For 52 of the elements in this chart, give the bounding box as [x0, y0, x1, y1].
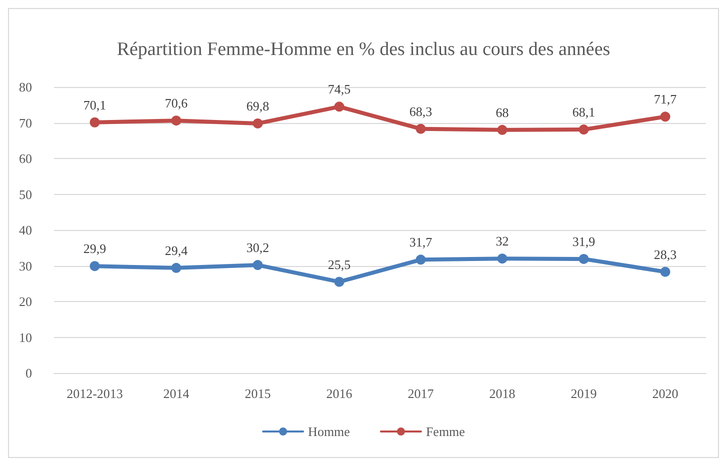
- point: [90, 117, 100, 128]
- data-label: 69,8: [246, 98, 270, 114]
- data-label: 28,3: [654, 246, 677, 262]
- data-label: 29,9: [83, 241, 106, 256]
- point: [578, 254, 589, 264]
- x-tick-label: 2016: [326, 386, 353, 401]
- data-label: 25,5: [328, 256, 351, 272]
- y-tick-label: 30: [19, 258, 32, 274]
- point: [334, 102, 344, 112]
- point: [252, 118, 263, 128]
- data-label: 70,6: [164, 96, 188, 111]
- y-tick-label: 10: [19, 330, 32, 345]
- data-label: 70,1: [83, 97, 106, 112]
- chart-title: Répartition Femme-Homme en % des inclus au cours des années: [116, 39, 610, 60]
- y-tick-label: 60: [19, 151, 32, 166]
- data-label: 74,5: [328, 82, 351, 97]
- legend-label: Femme: [426, 424, 466, 439]
- point: [660, 112, 670, 122]
- y-tick-label: 40: [19, 222, 32, 238]
- y-tick-label: 80: [19, 80, 32, 94]
- data-label: 31,9: [572, 234, 596, 249]
- x-tick-label: 2020: [652, 386, 678, 401]
- data-label: 32: [496, 234, 509, 249]
- data-label: 29,4: [164, 242, 188, 258]
- point: [416, 124, 426, 134]
- data-label: 68,1: [572, 104, 596, 120]
- point: [497, 254, 508, 264]
- point: [171, 262, 182, 273]
- point: [171, 116, 182, 126]
- y-tick-label: 0: [26, 366, 32, 380]
- y-tick-label: 50: [19, 186, 32, 202]
- data-label: 68,3: [409, 104, 432, 119]
- x-tick-label: 2012-2013: [66, 386, 123, 401]
- data-label: 71,7: [654, 92, 678, 107]
- data-label: 31,7: [409, 234, 433, 250]
- legend-label: Homme: [308, 424, 350, 439]
- point: [660, 266, 670, 277]
- data-label: 68: [496, 104, 509, 120]
- point: [497, 124, 508, 135]
- data-label: 30,2: [246, 240, 270, 256]
- x-tick-label: 2014: [163, 386, 190, 401]
- y-tick-label: 20: [19, 294, 32, 309]
- y-tick-label: 70: [19, 115, 32, 130]
- point: [578, 124, 589, 135]
- x-tick-label: 2015: [244, 386, 271, 401]
- point: [90, 261, 100, 272]
- point: [416, 254, 426, 265]
- point: [334, 276, 344, 287]
- point: [252, 260, 263, 270]
- x-tick-label: 2017: [408, 386, 434, 401]
- x-tick-label: 2019: [570, 386, 597, 401]
- x-tick-label: 2018: [489, 386, 516, 401]
